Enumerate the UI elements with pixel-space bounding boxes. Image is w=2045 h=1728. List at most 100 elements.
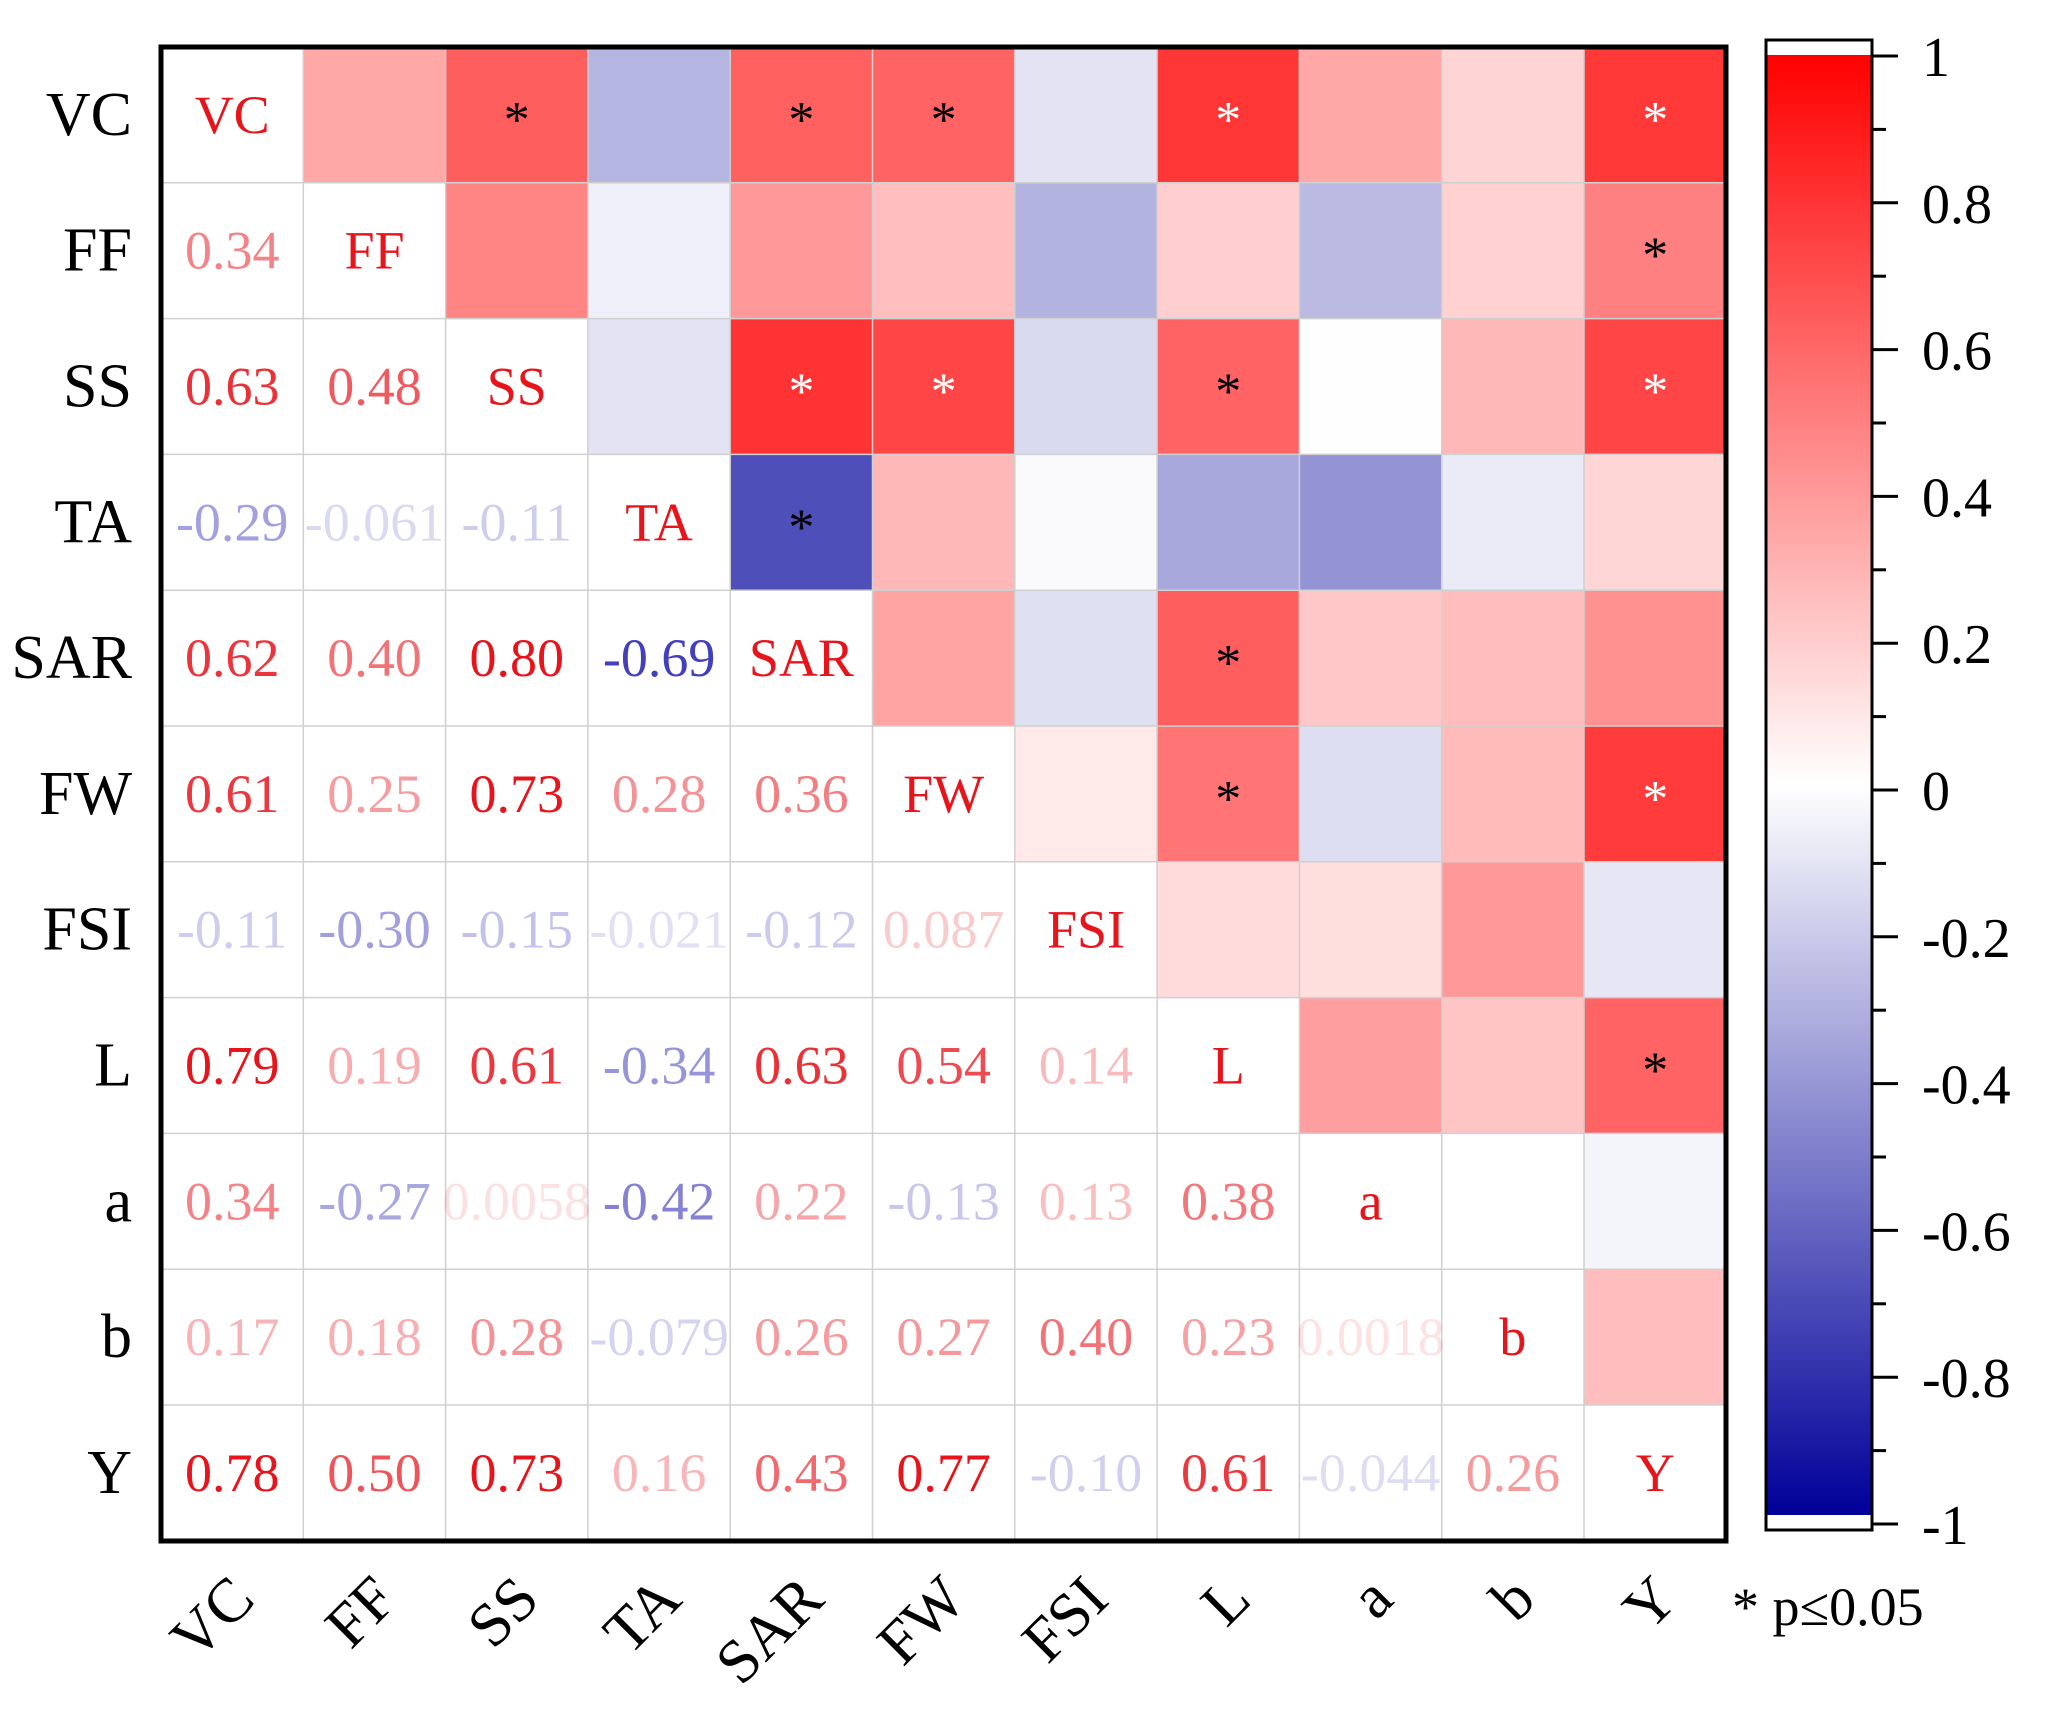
correlation-value-TA-VC: -0.29 — [176, 492, 288, 552]
significance-star-VC-Y: * — [1642, 92, 1668, 149]
diagonal-label-a: a — [1359, 1171, 1383, 1231]
heatmap-cell-SAR-b — [1441, 590, 1585, 727]
heatmap-cell-VC-b — [1441, 47, 1585, 184]
heatmap-cell-FSI-L — [1157, 861, 1300, 999]
column-label-Y: Y — [1610, 1564, 1690, 1644]
correlation-value-FF-VC: 0.34 — [185, 221, 280, 281]
heatmap-cell-VC-Y — [1584, 47, 1727, 184]
correlation-value-a-FW: -0.13 — [887, 1171, 999, 1231]
heatmap-cell-FW-Y — [1584, 726, 1727, 863]
row-label-FF: FF — [63, 217, 132, 285]
correlation-value-b-VC: 0.17 — [185, 1307, 280, 1367]
heatmap-cell-TA-a — [1299, 454, 1443, 591]
significance-star-VC-SAR: * — [788, 92, 814, 149]
column-label-FF: FF — [313, 1564, 410, 1661]
correlation-value-L-SS: 0.61 — [470, 1036, 565, 1096]
heatmap-cell-TA-Y — [1584, 454, 1727, 591]
heatmap-cell-FF-Y — [1584, 182, 1727, 320]
correlation-value-Y-a: -0.044 — [1301, 1443, 1440, 1503]
significance-star-VC-FW: * — [931, 92, 957, 149]
significance-star-FF-Y: * — [1642, 228, 1668, 285]
correlation-value-FSI-VC: -0.11 — [177, 900, 287, 960]
column-label-SS: SS — [455, 1564, 552, 1661]
heatmap-cell-FSI-a — [1299, 861, 1443, 999]
correlation-value-FW-FF: 0.25 — [327, 764, 422, 824]
significance-star-SS-Y: * — [1642, 364, 1668, 421]
diagonal-label-SAR: SAR — [749, 628, 854, 688]
row-label-b: b — [101, 1303, 132, 1371]
heatmap-cell-SS-a — [1299, 318, 1443, 455]
row-label-VC: VC — [46, 81, 132, 149]
heatmap-cell-FW-a — [1299, 726, 1443, 863]
heatmap-cell-L-b — [1441, 997, 1585, 1134]
heatmap-cell-SS-b — [1441, 318, 1585, 455]
heatmap-cell-TA-FW — [872, 454, 1016, 591]
heatmap-cell-FSI-Y — [1584, 861, 1727, 999]
heatmap-cell-VC-a — [1299, 47, 1443, 184]
correlation-value-Y-TA: 0.16 — [612, 1443, 707, 1503]
correlation-value-b-FSI: 0.40 — [1039, 1307, 1134, 1367]
correlation-value-Y-b: 0.26 — [1466, 1443, 1561, 1503]
correlation-value-b-TA: -0.079 — [589, 1307, 728, 1367]
heatmap-cell-FF-SS — [445, 182, 589, 320]
heatmap-cell-VC-TA — [587, 47, 731, 184]
correlation-value-FSI-FF: -0.30 — [318, 900, 430, 960]
diagonal-label-b: b — [1499, 1307, 1526, 1367]
column-label-VC: VC — [158, 1564, 267, 1673]
heatmap-cell-FW-b — [1441, 726, 1585, 863]
heatmap-cell-VC-FW — [872, 47, 1016, 184]
correlation-value-Y-FW: 0.77 — [896, 1443, 991, 1503]
significance-star-FW-Y: * — [1642, 771, 1668, 828]
correlation-value-Y-L: 0.61 — [1181, 1443, 1276, 1503]
diagonal-label-FSI: FSI — [1047, 900, 1125, 960]
column-label-L: L — [1188, 1564, 1263, 1639]
row-label-a: a — [104, 1167, 132, 1235]
correlation-value-SS-VC: 0.63 — [185, 357, 280, 417]
correlation-value-FSI-TA: -0.021 — [589, 900, 728, 960]
heatmap-cell-SAR-FSI — [1014, 590, 1158, 727]
row-label-FW: FW — [39, 760, 132, 828]
colorbar-tick-label-0.8: 0.8 — [1922, 174, 1992, 236]
heatmap-cell-a-b — [1441, 1133, 1585, 1270]
significance-note: * p≤0.05 — [1732, 1577, 1924, 1637]
colorbar-tick-label-0.6: 0.6 — [1922, 321, 1992, 383]
correlation-value-L-VC: 0.79 — [185, 1036, 280, 1096]
colorbar-tick-label--0.4: -0.4 — [1922, 1055, 2011, 1117]
diagonal-label-Y: Y — [1636, 1443, 1675, 1503]
significance-star-SS-L: * — [1215, 364, 1241, 421]
heatmap-cell-FF-SAR — [730, 182, 873, 320]
diagonal-label-VC: VC — [195, 85, 270, 145]
heatmap-cell-SS-FW — [872, 318, 1016, 455]
correlation-value-FW-SS: 0.73 — [470, 764, 565, 824]
colorbar-tick-label--0.8: -0.8 — [1922, 1348, 2011, 1410]
correlation-value-b-a: 0.0018 — [1296, 1307, 1445, 1367]
significance-star-FW-L: * — [1215, 771, 1241, 828]
plot-frame — [158, 44, 1729, 1544]
heatmap-cell-FF-L — [1157, 182, 1300, 320]
row-label-SAR: SAR — [11, 624, 132, 692]
significance-star-SS-SAR: * — [788, 364, 814, 421]
correlation-value-TA-FF: -0.061 — [305, 492, 444, 552]
heatmap-cell-a-Y — [1584, 1133, 1727, 1270]
colorbar-gradient — [1766, 55, 1872, 1515]
row-label-Y: Y — [87, 1439, 132, 1507]
correlation-value-L-SAR: 0.63 — [754, 1036, 849, 1096]
significance-star-TA-SAR: * — [788, 499, 814, 556]
correlation-value-FSI-SS: -0.15 — [461, 900, 573, 960]
correlation-value-b-L: 0.23 — [1181, 1307, 1276, 1367]
correlation-value-SS-FF: 0.48 — [327, 357, 422, 417]
correlation-value-L-FW: 0.54 — [896, 1036, 991, 1096]
heatmap-cell-FW-L — [1157, 726, 1300, 863]
column-label-FW: FW — [865, 1563, 979, 1677]
row-label-L: L — [94, 1032, 132, 1100]
column-label-SAR: SAR — [703, 1563, 837, 1697]
colorbar-tick-label--0.2: -0.2 — [1922, 908, 2011, 970]
colorbar-tick-label-0.2: 0.2 — [1922, 614, 1992, 676]
column-label-FSI: FSI — [1009, 1564, 1120, 1675]
heatmap-cell-TA-FSI — [1014, 454, 1158, 591]
heatmap-cell-FF-FSI — [1014, 182, 1158, 320]
correlation-value-b-FW: 0.27 — [896, 1307, 991, 1367]
correlation-value-a-SS: 0.0058 — [443, 1171, 592, 1231]
diagonal-label-TA: TA — [625, 492, 693, 552]
heatmap-cell-FF-FW — [872, 182, 1016, 320]
